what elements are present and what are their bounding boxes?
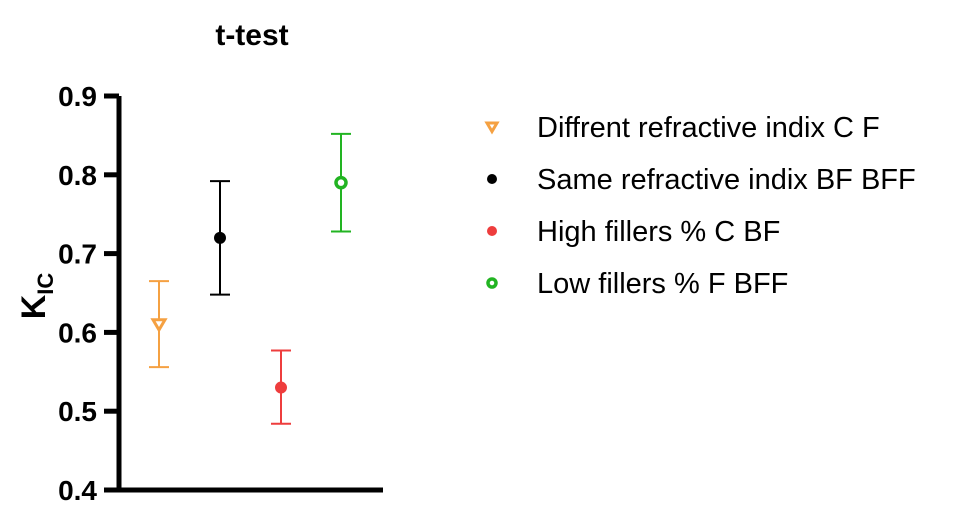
legend-item: Low fillers % F BFF <box>486 268 788 300</box>
y-tick-label: 0.7 <box>58 239 97 270</box>
series-group <box>271 349 291 425</box>
y-tick-label: 0.5 <box>58 396 97 427</box>
legend-label: Diffrent refractive indix C F <box>537 112 880 144</box>
legend-item: High fillers % C BF <box>487 216 780 248</box>
data-point <box>334 175 348 190</box>
y-axis-label-sub: IC <box>33 273 58 295</box>
legend-label: Same refractive indix BF BFF <box>537 164 916 196</box>
legend-marker <box>487 226 497 236</box>
y-tick-label: 0.8 <box>58 160 97 191</box>
y-axis-label: KIC <box>15 273 58 320</box>
legend-item: Same refractive indix BF BFF <box>487 164 916 196</box>
series-group <box>331 132 351 233</box>
legend-marker <box>484 121 500 135</box>
series-group <box>210 180 230 296</box>
y-ticks: 0.4 0.5 0.6 0.7 0.8 0.9 <box>58 81 119 506</box>
y-tick-label: 0.9 <box>58 81 97 112</box>
legend: Diffrent refractive indix C F Same refrac… <box>484 112 916 300</box>
chart-title: t-test <box>215 19 288 52</box>
legend-item: Diffrent refractive indix C F <box>484 112 880 144</box>
legend-label: High fillers % C BF <box>537 216 780 248</box>
legend-marker <box>487 174 497 184</box>
y-tick-label: 0.4 <box>58 475 97 506</box>
series-group <box>149 280 169 369</box>
legend-label: Low fillers % F BFF <box>537 268 788 300</box>
data-point <box>275 381 287 394</box>
data-point <box>150 318 168 333</box>
data-point <box>214 231 226 244</box>
y-tick-label: 0.6 <box>58 317 97 348</box>
data-marks <box>149 132 351 425</box>
y-axis-label-main: K <box>15 294 53 319</box>
legend-marker <box>486 277 498 289</box>
